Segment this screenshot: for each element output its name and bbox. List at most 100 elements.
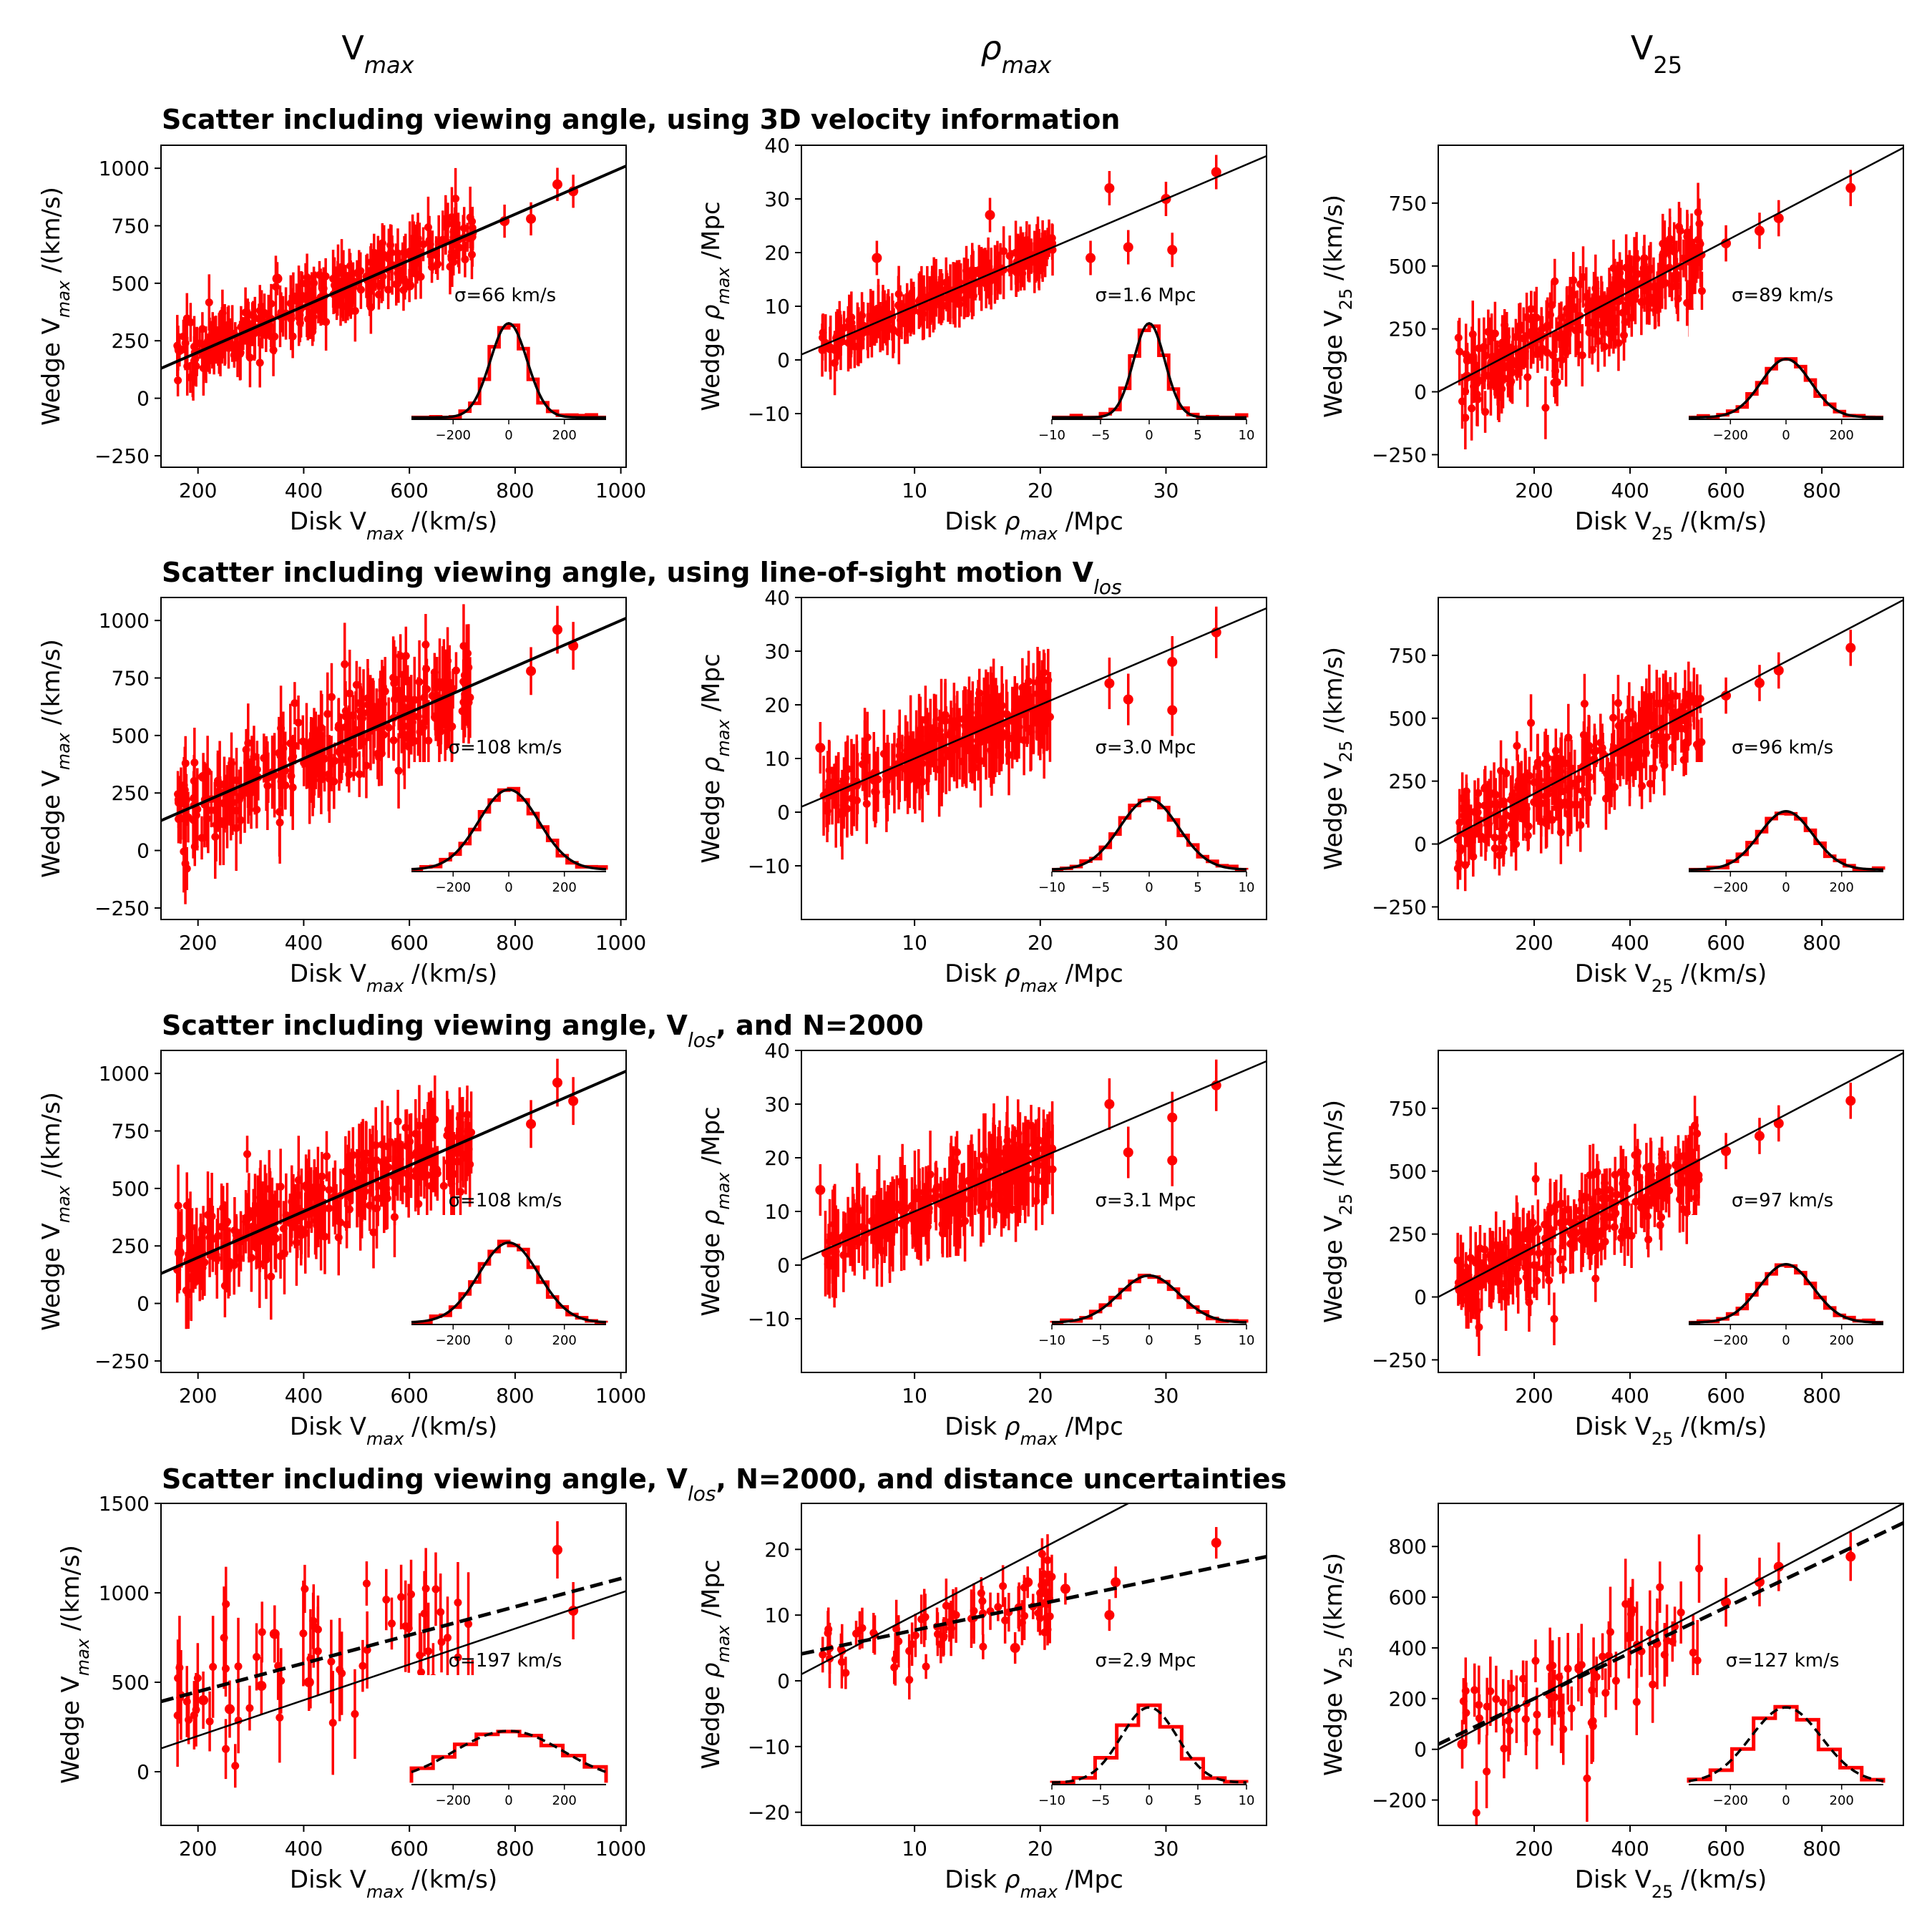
x-axis-label: Disk Vmax /(km/s) [290, 960, 497, 996]
data-point [1123, 1147, 1133, 1158]
data-point [174, 345, 185, 356]
data-point [341, 660, 349, 668]
x-axis-label: Disk V25 /(km/s) [1575, 507, 1767, 544]
y-tick-label: 250 [1389, 1223, 1427, 1246]
y-tick-label: 10 [764, 1200, 790, 1224]
data-point [1601, 1237, 1609, 1246]
sigma-label: σ=89 km/s [1732, 285, 1833, 306]
y-tick-label: 30 [764, 640, 790, 663]
data-point [423, 1171, 431, 1179]
data-point [1599, 1214, 1608, 1223]
x-tick-label: 800 [496, 479, 534, 502]
data-point [1005, 1150, 1013, 1158]
data-point [1622, 748, 1631, 756]
data-point [366, 303, 375, 312]
data-point [1631, 1151, 1639, 1159]
data-point [258, 1628, 266, 1636]
data-point [1624, 715, 1632, 723]
data-point [1721, 691, 1732, 701]
data-point [367, 1158, 376, 1166]
inset: −200 0 200 σ=108 km/s [411, 737, 608, 895]
data-point [271, 283, 280, 291]
y-axis-label: Wedge V25 /(km/s) [1319, 195, 1356, 418]
data-point [1627, 313, 1636, 322]
data-point [1658, 1153, 1667, 1162]
data-point [552, 625, 562, 635]
inset: −10 −5 0 5 10 σ=3.1 Mpc [1038, 1190, 1254, 1348]
data-point [1674, 223, 1683, 231]
x-tick-label: 10 [902, 479, 927, 502]
y-axis-label: Wedge V25 /(km/s) [1319, 1100, 1356, 1323]
data-point [174, 1247, 185, 1258]
inset: −200 0 200 σ=108 km/s [411, 1190, 608, 1348]
data-point [318, 1206, 327, 1214]
data-point [1614, 698, 1622, 707]
data-point [327, 1657, 336, 1666]
data-point [294, 718, 303, 727]
data-point [1631, 1197, 1640, 1206]
data-point [355, 770, 364, 779]
data-points [1454, 170, 1856, 450]
data-point [1638, 781, 1646, 790]
one-to-one-line [801, 607, 1267, 808]
data-point [1634, 751, 1642, 760]
data-point [1606, 1186, 1614, 1194]
y-tick-label: 40 [764, 586, 790, 610]
data-point [351, 726, 360, 734]
data-point [255, 358, 264, 367]
data-point [1560, 330, 1568, 338]
data-point [1621, 318, 1629, 326]
inset-tick-label: 5 [1194, 1333, 1201, 1348]
data-point [1845, 1096, 1856, 1106]
data-point [233, 352, 242, 361]
data-point [1469, 1294, 1478, 1303]
x-tick-label: 800 [496, 931, 534, 955]
data-point [193, 805, 202, 814]
data-point [853, 1202, 862, 1211]
x-tick-label: 400 [1611, 479, 1649, 502]
data-point [1488, 333, 1496, 342]
data-point [1658, 1183, 1667, 1191]
data-point [916, 295, 924, 303]
data-point [1527, 315, 1536, 323]
data-point [286, 739, 295, 748]
x-tick-label: 10 [902, 1384, 927, 1407]
data-point [188, 371, 197, 379]
data-point [1684, 1181, 1693, 1189]
inset-tick-label: 5 [1194, 428, 1201, 443]
data-point [928, 741, 937, 750]
data-point [374, 291, 383, 299]
panel-r3-c3: −200 0 200 σ=97 km/s 200 400 600 800 −250 0 250 500… [1319, 1050, 1904, 1449]
data-point [373, 1204, 381, 1213]
data-point [1598, 321, 1606, 329]
data-point [468, 218, 477, 226]
data-point [1533, 1225, 1542, 1234]
data-point [370, 248, 379, 257]
data-point [1542, 819, 1551, 828]
data-point [318, 284, 326, 293]
data-point [404, 280, 415, 291]
data-point [1553, 766, 1562, 774]
data-point [198, 771, 209, 782]
data-point [1609, 713, 1617, 722]
inset-tick-label: 200 [552, 880, 577, 895]
data-point [1586, 1171, 1594, 1179]
one-to-one-line [1438, 1052, 1903, 1298]
data-point [1659, 698, 1667, 707]
inset-tick-label: −200 [436, 1333, 471, 1348]
data-point [363, 1646, 371, 1654]
y-tick-label: 500 [1389, 707, 1427, 731]
inset-tick-label: 0 [504, 1333, 512, 1348]
data-point [1489, 1252, 1498, 1260]
data-point [193, 1674, 202, 1682]
data-point [1721, 1146, 1732, 1156]
x-tick-label: 400 [285, 1384, 323, 1407]
data-point [1773, 213, 1784, 223]
data-point [902, 752, 910, 761]
data-point [1480, 1245, 1489, 1254]
data-point [879, 1215, 887, 1224]
data-point [844, 338, 853, 347]
data-point [345, 1161, 353, 1170]
data-point [941, 716, 950, 725]
data-point [926, 1194, 935, 1203]
